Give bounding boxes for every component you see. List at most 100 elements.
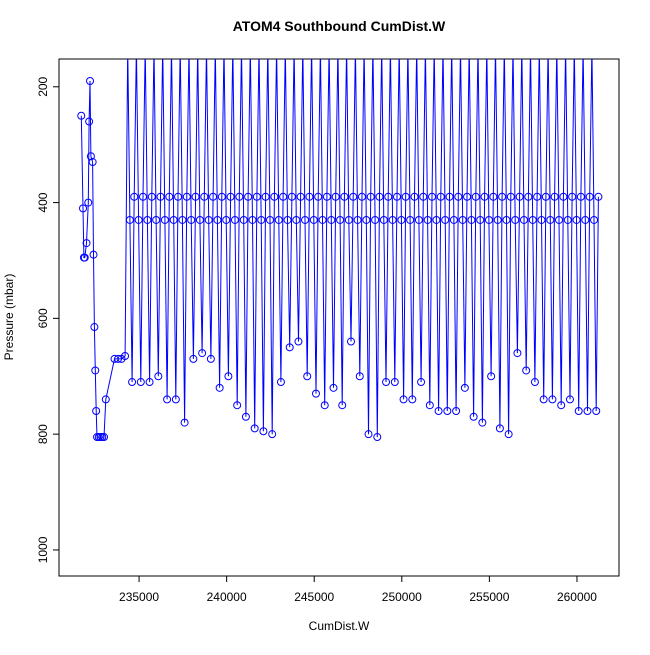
data-point bbox=[159, 43, 166, 50]
data-point bbox=[189, 354, 198, 363]
data-point bbox=[379, 215, 388, 224]
data-point bbox=[364, 430, 373, 439]
data-point bbox=[410, 192, 419, 201]
data-point bbox=[460, 383, 469, 392]
y-tick-label: 600 bbox=[36, 308, 50, 328]
data-point bbox=[384, 192, 393, 201]
data-point bbox=[338, 401, 347, 410]
data-point bbox=[347, 337, 356, 346]
data-point bbox=[77, 111, 86, 120]
data-point bbox=[594, 192, 603, 201]
data-point bbox=[168, 43, 175, 50]
data-point bbox=[518, 43, 525, 50]
data-point bbox=[331, 192, 340, 201]
data-point bbox=[142, 43, 149, 50]
data-point bbox=[100, 433, 109, 442]
data-point bbox=[528, 215, 537, 224]
data-point bbox=[299, 43, 306, 50]
data-point bbox=[590, 215, 599, 224]
data-point bbox=[171, 395, 180, 404]
data-point bbox=[592, 407, 601, 415]
data-point bbox=[257, 215, 266, 224]
data-point bbox=[397, 215, 406, 224]
data-point bbox=[443, 407, 452, 415]
data-point bbox=[229, 43, 236, 50]
data-point bbox=[145, 378, 154, 387]
data-point bbox=[545, 43, 552, 50]
data-point bbox=[187, 215, 196, 224]
data-point bbox=[387, 43, 394, 50]
data-point bbox=[533, 192, 542, 201]
data-point bbox=[396, 43, 403, 50]
data-point bbox=[309, 215, 318, 224]
data-point bbox=[361, 43, 368, 50]
data-point bbox=[541, 192, 550, 201]
y-tick-label: 1000 bbox=[36, 536, 50, 563]
data-point bbox=[285, 343, 294, 352]
data-point bbox=[390, 378, 399, 387]
data-point bbox=[294, 337, 303, 346]
data-point bbox=[448, 43, 455, 50]
data-point bbox=[318, 215, 327, 224]
y-tick-label: 400 bbox=[36, 192, 50, 212]
data-point bbox=[480, 192, 489, 201]
data-point bbox=[239, 215, 248, 224]
data-point bbox=[506, 192, 515, 201]
data-point bbox=[572, 215, 581, 224]
data-point bbox=[565, 395, 574, 404]
data-point bbox=[180, 418, 189, 427]
data-point bbox=[527, 43, 534, 50]
data-point bbox=[495, 424, 504, 433]
data-point bbox=[366, 192, 375, 201]
data-point bbox=[585, 192, 594, 201]
x-axis-label: CumDist.W bbox=[309, 619, 370, 633]
data-point bbox=[504, 430, 513, 439]
data-point bbox=[82, 239, 91, 248]
data-point bbox=[432, 215, 441, 224]
data-point bbox=[493, 215, 502, 224]
data-point bbox=[128, 378, 137, 387]
data-point bbox=[581, 215, 590, 224]
data-point bbox=[182, 192, 191, 201]
data-point bbox=[133, 43, 140, 50]
data-point bbox=[165, 192, 174, 201]
data-point bbox=[349, 192, 358, 201]
data-point bbox=[334, 43, 341, 50]
data-point bbox=[84, 198, 93, 207]
x-tick-label: 245000 bbox=[294, 590, 334, 604]
data-point bbox=[191, 192, 200, 201]
data-point bbox=[466, 43, 473, 50]
y-axis-label: Pressure (mbar) bbox=[2, 274, 16, 361]
data-point bbox=[291, 43, 298, 50]
data-point bbox=[177, 43, 184, 50]
data-point bbox=[362, 215, 371, 224]
data-point bbox=[204, 215, 213, 224]
data-point bbox=[276, 378, 285, 387]
x-tick-label: 260000 bbox=[557, 590, 597, 604]
data-point bbox=[283, 215, 292, 224]
data-point bbox=[130, 192, 139, 201]
data-point bbox=[513, 349, 522, 358]
data-point bbox=[264, 43, 271, 50]
data-point bbox=[483, 43, 490, 50]
data-point bbox=[206, 354, 215, 363]
data-point bbox=[392, 192, 401, 201]
data-point bbox=[382, 378, 391, 387]
data-point bbox=[91, 366, 100, 375]
data-point bbox=[401, 192, 410, 201]
data-point bbox=[375, 192, 384, 201]
data-point bbox=[270, 192, 279, 201]
data-point bbox=[241, 412, 250, 421]
data-point bbox=[209, 192, 218, 201]
data-point bbox=[248, 215, 257, 224]
data-point bbox=[195, 215, 204, 224]
data-point bbox=[580, 43, 587, 50]
data-point bbox=[86, 77, 95, 85]
data-point bbox=[428, 192, 437, 201]
data-point bbox=[203, 43, 210, 50]
data-point bbox=[474, 43, 481, 50]
data-point bbox=[449, 215, 458, 224]
data-point bbox=[301, 215, 310, 224]
data-point bbox=[357, 192, 366, 201]
